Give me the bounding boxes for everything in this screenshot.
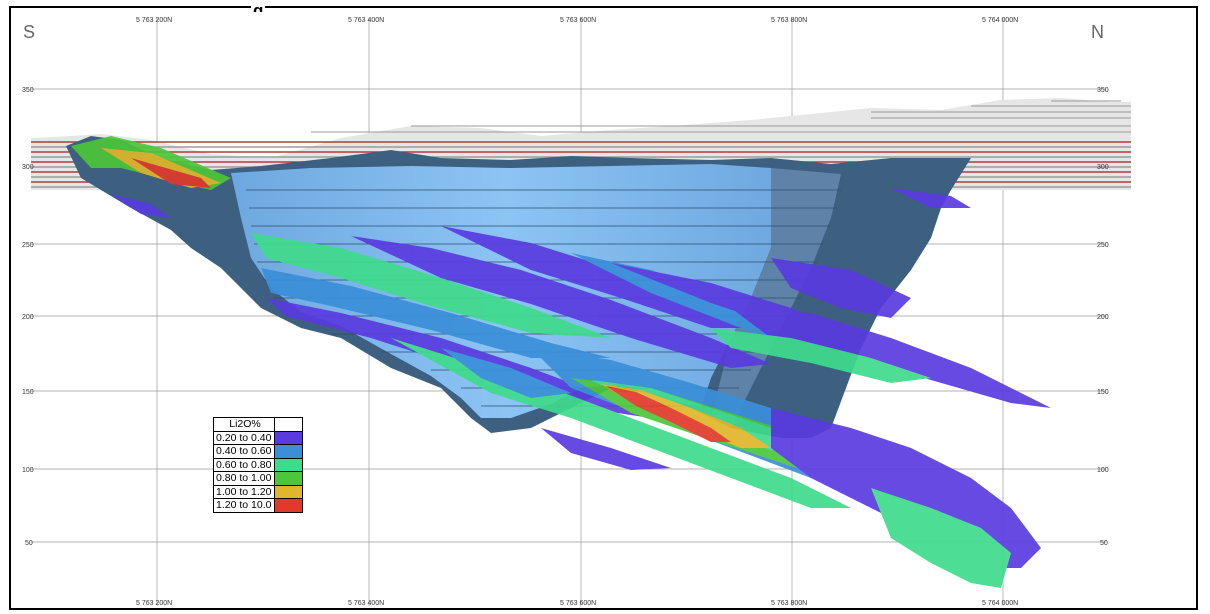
northing-labels-bottom: 5 763 200N 5 763 400N 5 763 600N 5 763 8… xyxy=(136,600,1018,607)
elevation-tick-label: 150 xyxy=(22,389,34,396)
legend-header: Li2O% xyxy=(214,418,302,431)
cross-section-view: 5 763 200N 5 763 400N 5 763 600N 5 763 8… xyxy=(22,17,1131,607)
northing-tick-label: 5 763 600N xyxy=(560,17,596,24)
northing-tick-label: 5 763 400N xyxy=(348,17,384,24)
northing-tick-label: 5 763 800N xyxy=(771,600,807,607)
elevation-tick-label: 200 xyxy=(22,314,34,321)
legend-label: 0.40 to 0.60 xyxy=(214,445,275,458)
grade-legend: Li2O% 0.20 to 0.40 0.40 to 0.60 0.60 to … xyxy=(213,417,303,513)
legend-label: 1.20 to 10.0 xyxy=(214,499,275,512)
northing-tick-label: 5 763 200N xyxy=(136,17,172,24)
elevation-tick-label: 100 xyxy=(1097,467,1109,474)
legend-label: 0.80 to 1.00 xyxy=(214,472,275,485)
section-frame: g xyxy=(9,2,1198,610)
elevation-tick-label: 200 xyxy=(1097,314,1109,321)
legend-title: Li2O% xyxy=(214,418,275,431)
elevation-tick-label: 50 xyxy=(25,540,33,547)
legend-label: 0.60 to 0.80 xyxy=(214,458,275,471)
legend-row: 0.60 to 0.80 xyxy=(214,457,302,471)
elevation-labels-left: 350 300 250 200 150 100 50 xyxy=(22,87,34,547)
north-direction-label: N xyxy=(1091,22,1104,42)
elevation-tick-label: 300 xyxy=(1097,164,1109,171)
legend-swatch xyxy=(275,472,302,485)
south-direction-label: S xyxy=(23,22,35,42)
elevation-tick-label: 100 xyxy=(22,467,34,474)
elevation-tick-label: 250 xyxy=(22,242,34,249)
legend-row: 1.20 to 10.0 xyxy=(214,498,302,512)
figure-title: g xyxy=(251,2,266,12)
legend-swatch xyxy=(275,445,302,458)
legend-swatch xyxy=(275,485,302,498)
legend-label: 0.20 to 0.40 xyxy=(214,431,275,444)
elevation-tick-label: 350 xyxy=(1097,87,1109,94)
northing-labels-top: 5 763 200N 5 763 400N 5 763 600N 5 763 8… xyxy=(136,17,1018,24)
elevation-tick-label: 350 xyxy=(22,87,34,94)
northing-tick-label: 5 763 600N xyxy=(560,600,596,607)
legend-row: 0.40 to 0.60 xyxy=(214,444,302,458)
northing-tick-label: 5 764 000N xyxy=(982,600,1018,607)
elevation-tick-label: 150 xyxy=(1097,389,1109,396)
legend-swatch xyxy=(275,431,302,444)
northing-tick-label: 5 763 400N xyxy=(348,600,384,607)
grade-zones xyxy=(71,136,1051,588)
legend-row: 1.00 to 1.20 xyxy=(214,484,302,498)
legend-row: 0.80 to 1.00 xyxy=(214,471,302,485)
legend-row: 0.20 to 0.40 xyxy=(214,430,302,444)
elevation-tick-label: 300 xyxy=(22,164,34,171)
northing-tick-label: 5 764 000N xyxy=(982,17,1018,24)
elevation-labels-right: 350 300 250 200 150 100 50 xyxy=(1097,87,1109,547)
legend-swatch xyxy=(275,458,302,471)
elevation-tick-label: 250 xyxy=(1097,242,1109,249)
legend-swatch xyxy=(275,499,302,512)
elevation-tick-label: 50 xyxy=(1100,540,1108,547)
northing-tick-label: 5 763 800N xyxy=(771,17,807,24)
northing-tick-label: 5 763 200N xyxy=(136,600,172,607)
legend-label: 1.00 to 1.20 xyxy=(214,485,275,498)
